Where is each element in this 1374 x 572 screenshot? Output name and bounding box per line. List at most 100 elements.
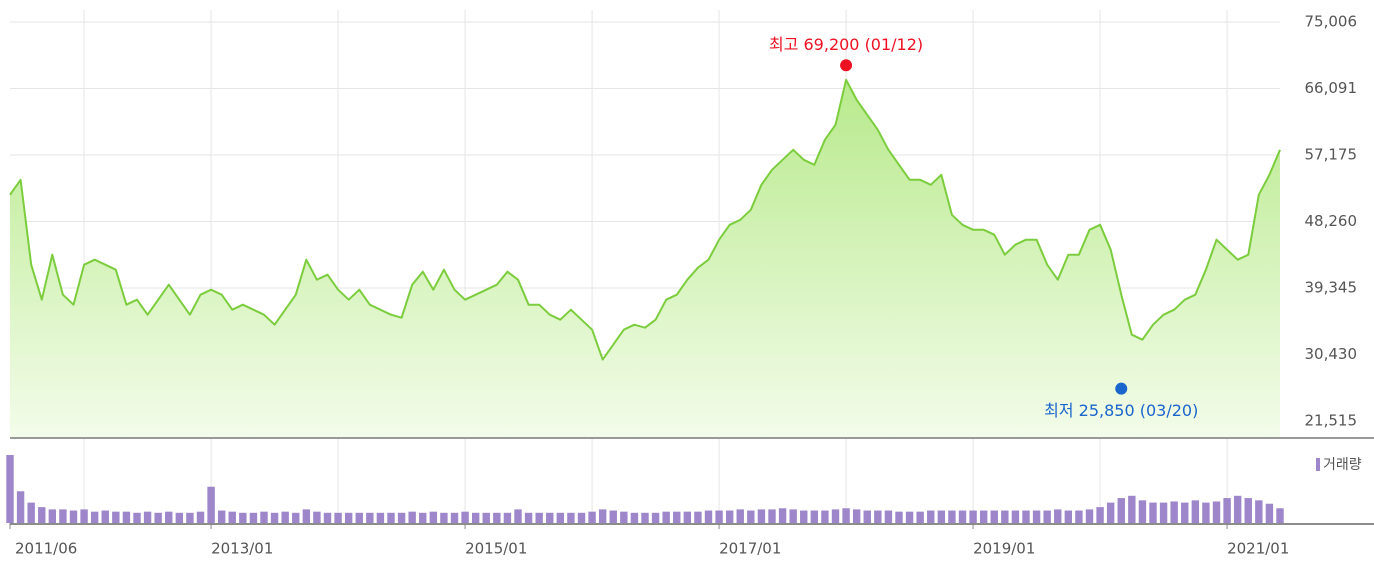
volume-bar [789, 509, 797, 523]
volume-bar [1128, 495, 1136, 523]
volume-bar [1064, 510, 1073, 523]
volume-bar [736, 509, 744, 523]
extreme-marker [1115, 382, 1128, 395]
volume-bar [768, 509, 776, 523]
volume-bar [990, 510, 998, 523]
volume-bar [1265, 503, 1274, 523]
volume-bar [1106, 502, 1115, 523]
volume-bar [821, 510, 829, 523]
volume-bar [874, 510, 882, 523]
volume-bar [344, 512, 353, 523]
volume-bar [651, 512, 660, 523]
volume-bar [503, 512, 512, 523]
volume-bar [641, 512, 649, 523]
volume-bar [683, 511, 692, 523]
y-tick-label: 57,175 [1305, 146, 1358, 164]
volume-bar [217, 510, 226, 523]
volume-bar [355, 512, 363, 523]
y-tick-label: 21,515 [1305, 412, 1358, 430]
volume-bar [154, 512, 162, 523]
volume-bar [1255, 500, 1263, 523]
y-tick-label: 48,260 [1305, 212, 1358, 230]
volume-bar [588, 511, 596, 523]
volume-bar [1244, 498, 1252, 523]
volume-bar [112, 511, 120, 523]
volume-bar [1001, 510, 1009, 523]
volume-bar [48, 509, 57, 523]
volume-bar [408, 511, 416, 523]
extreme-marker [840, 59, 853, 72]
volume-bar [546, 512, 554, 523]
volume-bar [1054, 509, 1062, 523]
x-tick-label: 2019/01 [973, 540, 1035, 558]
volume-bar [948, 510, 956, 523]
volume-bar [1223, 498, 1231, 523]
volume-bar [366, 512, 374, 523]
volume-bar [937, 510, 946, 523]
volume-bar [1085, 509, 1094, 523]
volume-bar [810, 510, 819, 523]
y-tick-label: 75,006 [1305, 13, 1358, 31]
volume-bar [1149, 502, 1157, 523]
volume-bar [207, 486, 215, 523]
volume-bar [69, 510, 78, 523]
volume-bar [567, 512, 575, 523]
volume-bar [715, 510, 723, 523]
volume-bar [927, 510, 935, 523]
volume-bar [800, 510, 808, 523]
volume-bar [239, 512, 247, 523]
volume-bar [842, 508, 850, 523]
volume-bar [1117, 498, 1125, 523]
volume-bar [609, 510, 617, 523]
legend-swatch [1316, 458, 1320, 471]
volume-bar [1276, 508, 1284, 523]
volume-bar [704, 510, 713, 523]
volume-bar [1202, 502, 1210, 523]
volume-bar [747, 510, 755, 523]
volume-bar [673, 511, 681, 523]
volume-bar [101, 510, 109, 523]
y-tick-label: 66,091 [1305, 79, 1358, 97]
volume-bar [905, 511, 914, 523]
price-line [9, 78, 1281, 361]
x-tick-label: 2011/06 [15, 540, 77, 558]
volume-bar [6, 455, 14, 523]
volume-bar [387, 512, 395, 523]
volume-bar [725, 510, 734, 523]
volume-bar [630, 512, 639, 523]
extreme-label: 최고 69,200 (01/12) [769, 35, 923, 54]
volume-bar [535, 512, 543, 523]
volume-bar [1170, 501, 1178, 523]
volume-bar [80, 509, 88, 523]
x-tick-label: 2013/01 [211, 540, 273, 558]
volume-bar [1096, 507, 1104, 523]
volume-bar [376, 512, 385, 523]
volume-bar [1032, 510, 1041, 523]
volume-bar [196, 511, 205, 523]
volume-bar [1159, 502, 1168, 523]
volume-bar [175, 512, 184, 523]
volume-bar [778, 508, 787, 523]
volume-bar [1191, 500, 1200, 523]
volume-bar [895, 511, 903, 523]
extreme-label: 최저 25,850 (03/20) [1044, 401, 1198, 420]
volume-bar [1181, 502, 1189, 523]
volume-bar [757, 509, 766, 523]
volume-bar [122, 511, 131, 523]
volume-bar [323, 512, 332, 523]
volume-bar [577, 512, 586, 523]
volume-bar [133, 512, 141, 523]
volume-bar [969, 510, 977, 523]
volume-bar [260, 511, 268, 523]
volume-bar [249, 512, 258, 523]
volume-bar [461, 511, 469, 523]
volume-bar [493, 512, 501, 523]
volume-bar [419, 512, 427, 523]
volume-bar [292, 512, 300, 523]
volume-bar [38, 507, 46, 523]
volume-bar [313, 511, 321, 523]
volume-bar [556, 512, 565, 523]
volume-bar [1043, 510, 1051, 523]
volume-bar [440, 512, 448, 523]
